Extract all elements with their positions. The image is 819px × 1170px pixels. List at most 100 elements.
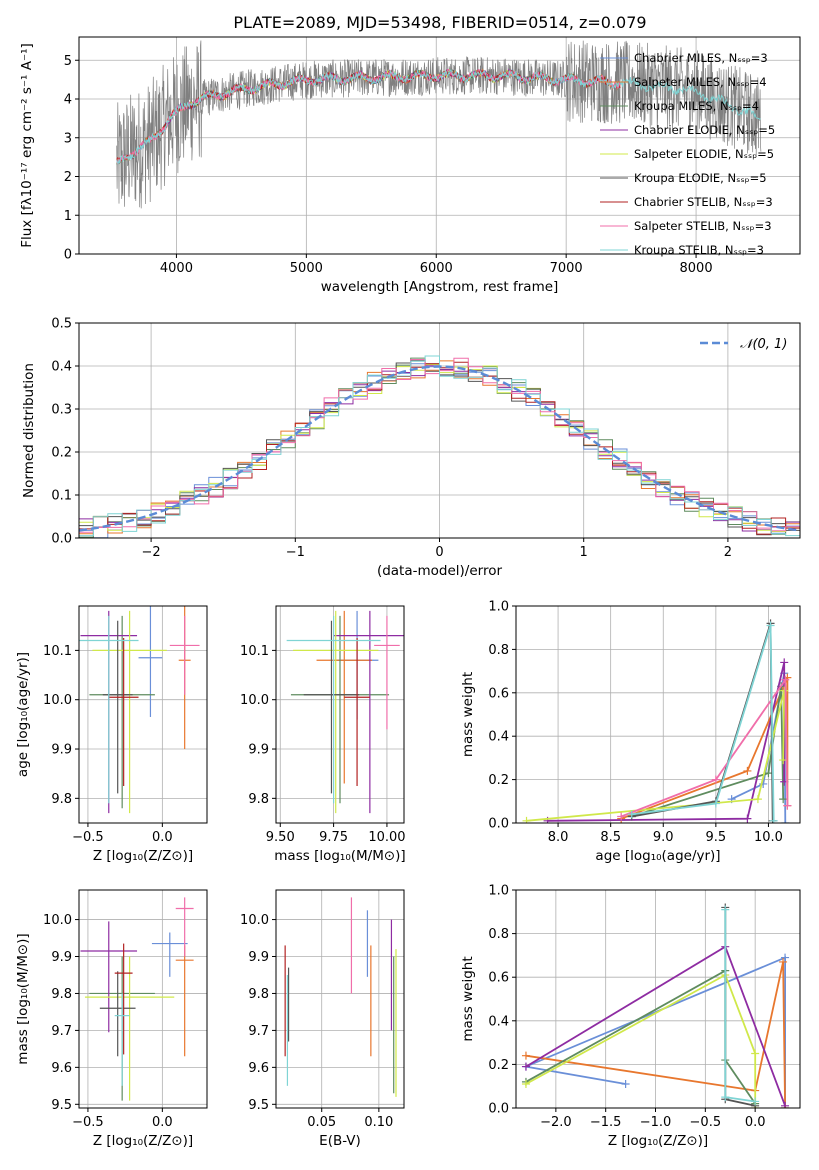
y-tick-label: 0.2: [488, 1058, 509, 1073]
mass-weight-marker: [769, 816, 778, 823]
plot-area: [116, 40, 762, 209]
mass-weight-line: [724, 909, 756, 1103]
x-tick-label: 0.10: [364, 1115, 393, 1130]
axes-frame: [78, 889, 208, 1109]
y-tick-label: 9.8: [248, 987, 269, 1002]
x-axis-label: age [log₁₀(age/yr)]: [595, 848, 720, 864]
y-tick-label: 2: [64, 170, 72, 185]
x-tick-label: −0.5: [72, 830, 104, 845]
axes-frame: [275, 605, 405, 824]
y-axis-label: mass weight: [460, 672, 476, 757]
mass-weight-marker: [711, 775, 720, 784]
x-axis-label: (data-model)/error: [377, 563, 503, 579]
y-tick-label: 9.5: [248, 1098, 269, 1113]
x-tick-label: 7000: [550, 261, 583, 276]
mass-weight-line: [522, 956, 786, 1108]
legend-label: Chabrier STELIB, Nₛₛₚ=3: [634, 195, 773, 209]
y-tick-label: 9.7: [248, 1024, 269, 1039]
mass-weight-line: [724, 907, 756, 1107]
mass-weight-marker: [759, 779, 768, 788]
mass-weight-marker: [751, 1049, 760, 1058]
x-tick-label: 2: [724, 545, 732, 560]
x-axis-label: Z [log₁₀(Z/Z⊙)]: [93, 848, 193, 864]
plot-area: [286, 610, 404, 814]
y-tick-label: 9.9: [248, 950, 269, 965]
y-tick-label: 0.2: [488, 773, 509, 788]
y-axis-label: mass weight: [460, 956, 476, 1041]
x-tick-label: 8.0: [548, 830, 569, 845]
x-tick-label: 9.0: [653, 830, 674, 845]
y-axis-label: Flux [fλ10⁻¹⁷ erg cm⁻² s⁻¹ A⁻¹]: [19, 43, 35, 248]
mass-weight-line: [631, 686, 785, 818]
y-tick-label: 9.8: [51, 792, 72, 807]
y-tick-label: 9.6: [248, 1061, 269, 1076]
mass-weight-marker: [781, 819, 790, 823]
figure-title: PLATE=2089, MJD=53498, FIBERID=0514, z=0…: [233, 13, 646, 32]
mass-weight-marker: [781, 953, 790, 962]
mass-weight-marker: [780, 658, 789, 667]
y-tick-label: 9.7: [51, 1024, 72, 1039]
x-tick-label: 0.0: [152, 830, 173, 845]
mass-weight-marker: [617, 812, 626, 821]
legend-label: Salpeter ELODIE, Nₛₛₚ=5: [634, 147, 774, 161]
y-tick-label: 0.8: [488, 927, 509, 942]
legend-label: Kroupa STELIB, Nₛₛₚ=3: [634, 243, 764, 257]
x-tick-label: 9.5: [706, 830, 727, 845]
legend-label: Kroupa MILES, Nₛₛₚ=4: [634, 99, 759, 113]
mass-weight-marker: [621, 1080, 630, 1089]
plot-area: [79, 355, 800, 538]
y-tick-label: 9.9: [51, 743, 72, 758]
mass-weight-marker: [721, 1093, 730, 1102]
mass-weight-marker: [522, 816, 531, 823]
mass-weight-marker: [627, 810, 636, 819]
panel-age_vs_mass: 9.50 9.75 10.00 9.8 9.9 10.0 10.1 mass [log₁₀(M…: [240, 605, 406, 864]
x-tick-label: 8.5: [600, 830, 621, 845]
y-tick-label: 0.2: [51, 446, 72, 461]
mass-weight-marker: [743, 766, 752, 775]
x-tick-label: 0.05: [307, 1115, 336, 1130]
mass-weight-marker: [711, 799, 720, 808]
mass-weight-marker: [779, 795, 788, 804]
mass-weight-marker: [721, 905, 730, 914]
panel-mass_vs_Z: −0.5 0.0 9.5 9.6 9.7 9.8 9.9 10.0 Z [log₁₀(Z/Z⊙)…: [15, 889, 208, 1149]
mass-weight-marker: [781, 675, 790, 684]
x-tick-label: 1: [580, 545, 588, 560]
panel-spectrum: 4000 5000 6000 7000 8000 0 1 2 3 4 5 wavelength [An…: [19, 36, 801, 295]
y-axis-label: age [log₁₀(age/yr)]: [15, 652, 31, 777]
y-tick-label: 5: [64, 54, 72, 69]
legend-label: Chabrier MILES, Nₛₛₚ=3: [634, 51, 768, 65]
legend-label: Salpeter MILES, Nₛₛₚ=4: [634, 75, 767, 89]
y-tick-label: 10.0: [43, 913, 72, 928]
y-tick-label: 9.8: [51, 987, 72, 1002]
mass-weight-line: [525, 969, 756, 1105]
legend-label: 𝒩(0, 1): [740, 337, 787, 352]
x-tick-label: 10.0: [754, 830, 783, 845]
mass-weight-marker: [751, 1097, 760, 1106]
x-tick-label: −1: [286, 545, 305, 560]
y-axis-label: Normed distribution: [21, 363, 37, 498]
y-tick-label: 1: [64, 209, 72, 224]
y-tick-label: 4: [64, 93, 72, 108]
mass-weight-marker: [764, 769, 773, 778]
x-tick-label: 6000: [420, 261, 453, 276]
y-tick-label: 10.0: [240, 693, 269, 708]
y-tick-label: 0.4: [488, 730, 509, 745]
mass-weight-line: [525, 973, 757, 1108]
y-tick-label: 0.3: [51, 403, 72, 418]
x-axis-label: Z [log₁₀(Z/Z⊙)]: [93, 1133, 193, 1149]
mass-weight-marker: [521, 1080, 530, 1089]
y-tick-label: 10.1: [43, 644, 72, 659]
mass-weight-line: [631, 623, 774, 821]
y-tick-label: 0.1: [51, 489, 72, 504]
y-tick-label: 3: [64, 131, 72, 146]
mass-weight-marker: [743, 814, 752, 823]
x-tick-label: 5000: [290, 261, 323, 276]
panel-mass_vs_ebv: 0.05 0.10 9.5 9.6 9.7 9.8 9.9 10.0 E(B-V): [240, 889, 405, 1149]
y-tick-label: 0.6: [488, 971, 509, 986]
legend-label: Salpeter STELIB, Nₛₛₚ=3: [634, 219, 772, 233]
y-tick-label: 0.4: [488, 1014, 509, 1029]
y-tick-label: 0.4: [51, 360, 72, 375]
plot-area: [80, 897, 194, 1101]
panel-age_vs_Z: −0.5 0.0 9.8 9.9 10.0 10.1 Z [log₁₀(Z/Z⊙)] age …: [15, 605, 208, 864]
